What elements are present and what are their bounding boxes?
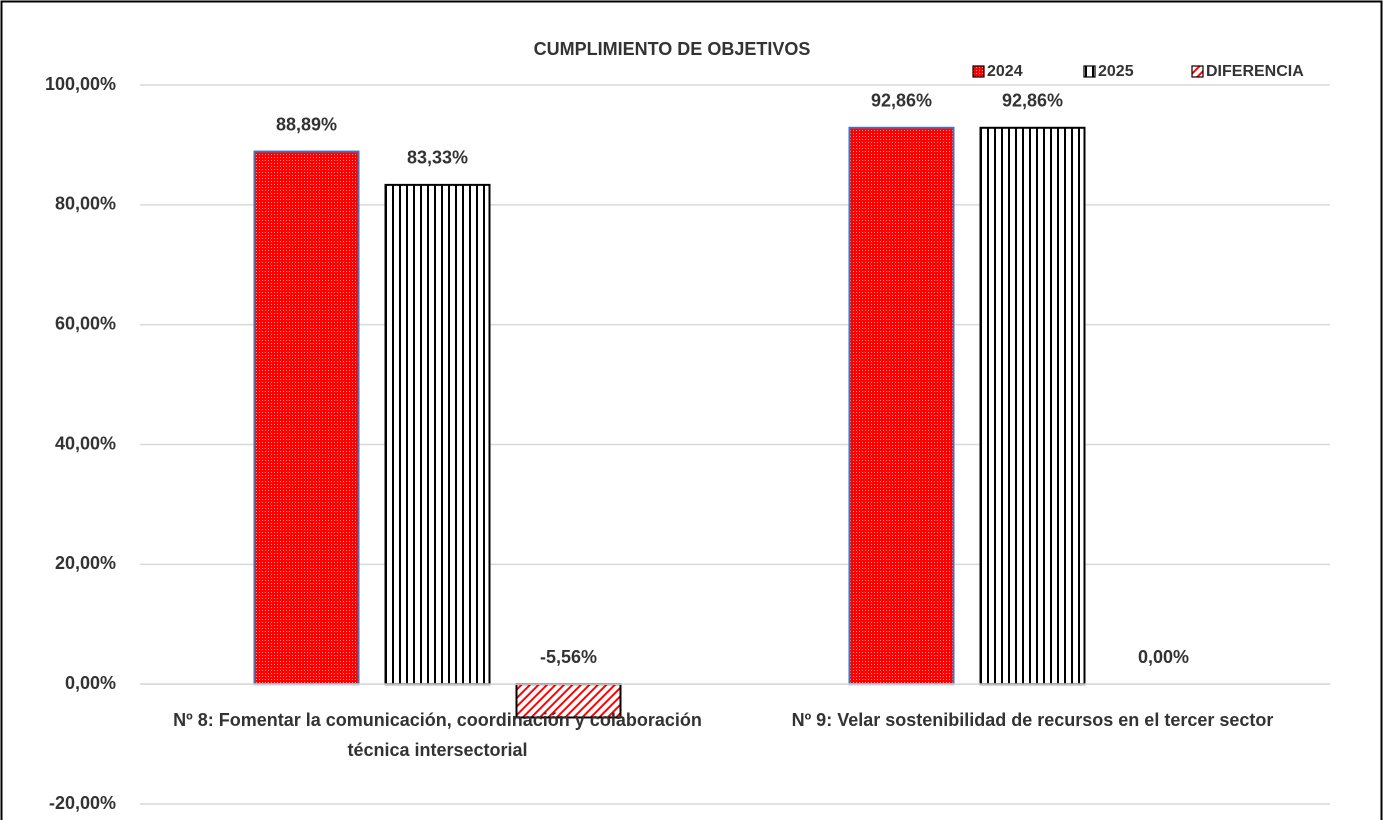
y-tick-label: 0,00% bbox=[65, 673, 116, 693]
bar bbox=[515, 683, 622, 719]
data-label: -5,56% bbox=[540, 647, 597, 667]
x-tick-label: Nº 8: Fomentar la comunicación, coordina… bbox=[173, 710, 702, 760]
data-label: 83,33% bbox=[407, 148, 468, 168]
y-tick-label: 20,00% bbox=[55, 553, 116, 573]
y-tick-label: 100,00% bbox=[45, 74, 116, 94]
legend-swatch bbox=[1191, 65, 1204, 78]
x-tick-label: Nº 9: Velar sostenibilidad de recursos e… bbox=[791, 710, 1274, 730]
chart-title: CUMPLIMIENTO DE OBJETIVOS bbox=[534, 39, 811, 59]
legend-label: 2025 bbox=[1098, 63, 1134, 80]
y-tick-label: 60,00% bbox=[55, 313, 116, 333]
bar bbox=[384, 183, 491, 686]
bar bbox=[848, 126, 955, 686]
data-label: 0,00% bbox=[1138, 647, 1189, 667]
y-tick-label: 40,00% bbox=[55, 433, 116, 453]
data-label: 92,86% bbox=[1002, 91, 1063, 111]
bar bbox=[979, 126, 1086, 686]
legend-swatch bbox=[1083, 65, 1096, 78]
bar bbox=[253, 150, 360, 686]
legend-label: 2024 bbox=[987, 63, 1023, 80]
legend-label: DIFERENCIA bbox=[1206, 63, 1304, 80]
data-label: 88,89% bbox=[276, 114, 337, 134]
y-tick-label: 80,00% bbox=[55, 194, 116, 214]
data-label: 92,86% bbox=[871, 91, 932, 111]
legend-swatch bbox=[972, 65, 985, 78]
y-tick-label: -20,00% bbox=[49, 793, 116, 813]
